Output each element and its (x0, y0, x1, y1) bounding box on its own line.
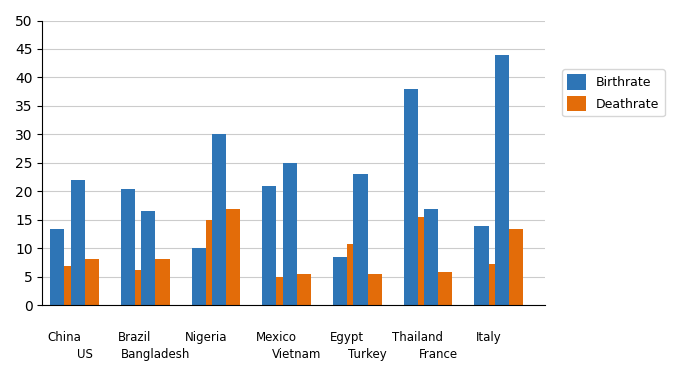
Bar (205, 220, 220, 305)
Bar (495, 55, 509, 305)
Bar (276, 277, 291, 305)
Bar (347, 244, 361, 305)
Bar (418, 217, 432, 305)
Bar (262, 186, 276, 305)
Bar (333, 257, 347, 305)
Text: France: France (419, 348, 458, 361)
Bar (353, 175, 368, 305)
Text: China: China (47, 331, 81, 344)
Bar (424, 208, 438, 305)
Text: Nigeria: Nigeria (185, 331, 227, 344)
Text: Bangladesh: Bangladesh (121, 348, 190, 361)
Bar (135, 270, 149, 305)
Text: Turkey: Turkey (348, 348, 387, 361)
Bar (475, 226, 488, 305)
Text: Mexico: Mexico (256, 331, 297, 344)
Bar (404, 89, 418, 305)
Text: Thailand: Thailand (392, 331, 443, 344)
Text: Brazil: Brazil (118, 331, 152, 344)
Bar (65, 265, 78, 305)
Text: US: US (77, 348, 93, 361)
Bar (438, 273, 453, 305)
Bar (226, 208, 240, 305)
Legend: Birthrate, Deathrate: Birthrate, Deathrate (563, 69, 664, 116)
Text: Vietnam: Vietnam (272, 348, 322, 361)
Bar (155, 259, 170, 305)
Bar (142, 211, 155, 305)
Bar (85, 259, 99, 305)
Bar (488, 264, 503, 305)
Bar (71, 180, 85, 305)
Bar (368, 274, 382, 305)
Bar (192, 248, 205, 305)
Bar (297, 274, 311, 305)
Bar (283, 163, 297, 305)
Text: Italy: Italy (475, 331, 502, 344)
Bar (509, 228, 523, 305)
Bar (212, 135, 226, 305)
Bar (50, 228, 65, 305)
Bar (121, 188, 135, 305)
Text: Egypt: Egypt (330, 331, 364, 344)
